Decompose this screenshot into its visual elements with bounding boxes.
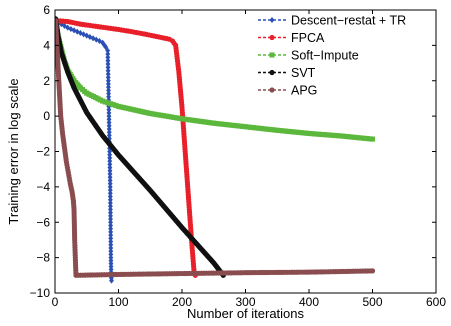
legend-item: Soft−Impute [258, 49, 359, 63]
legend-label: FPCA [291, 31, 325, 45]
data-point [269, 16, 275, 24]
legend: Descent−restat + TR FPCA Soft−Impute SVT APG [258, 14, 406, 98]
x-tick-label: 0 [52, 295, 59, 309]
x-tick-label: 600 [426, 295, 446, 309]
data-point [269, 52, 275, 58]
legend-item: FPCA [258, 31, 325, 45]
y-tick-label: 6 [43, 3, 50, 17]
x-axis-title: Number of iterations [187, 306, 305, 321]
y-tick-label: −8 [36, 251, 50, 265]
data-point [103, 44, 109, 51]
data-point [77, 29, 83, 37]
data-point [65, 24, 71, 31]
x-tick-label: 400 [299, 295, 319, 309]
data-point [68, 25, 74, 33]
y-tick-label: −4 [36, 180, 50, 194]
data-point [74, 28, 80, 35]
legend-item: Descent−restat + TR [258, 14, 406, 28]
y-tick-label: −6 [36, 215, 50, 229]
y-tick-label: 2 [43, 74, 50, 88]
legend-label: Descent−restat + TR [291, 14, 406, 28]
legend-item: APG [258, 84, 317, 98]
data-point [109, 277, 114, 284]
series-0 [55, 19, 114, 284]
data-point [269, 87, 275, 93]
data-point [93, 36, 99, 43]
x-tick-label: 500 [362, 295, 382, 309]
y-tick-label: 4 [43, 38, 50, 52]
plot-area [55, 16, 376, 284]
x-tick-label: 300 [235, 295, 255, 309]
series-3 [55, 16, 226, 278]
legend-label: Soft−Impute [291, 49, 359, 63]
data-point [84, 32, 90, 39]
data-point [269, 34, 275, 41]
data-point [369, 136, 376, 142]
legend-label: SVT [291, 66, 316, 80]
legend-label: APG [291, 84, 317, 98]
data-point [369, 268, 376, 274]
y-tick-label: −2 [36, 145, 50, 159]
data-point [269, 69, 275, 76]
y-tick-label: −10 [30, 286, 51, 300]
series-4 [55, 18, 376, 278]
x-tick-label: 200 [172, 295, 192, 309]
axes: 0 100 200 300 400 500 600 −10 −8 −6 −4 −2 0 2 4 6 [30, 3, 447, 309]
legend-item: SVT [258, 66, 316, 80]
data-point [62, 22, 67, 30]
x-tick-label: 100 [108, 295, 128, 309]
y-tick-label: 0 [43, 109, 50, 123]
y-axis-title: Training error in log scale [6, 78, 21, 224]
